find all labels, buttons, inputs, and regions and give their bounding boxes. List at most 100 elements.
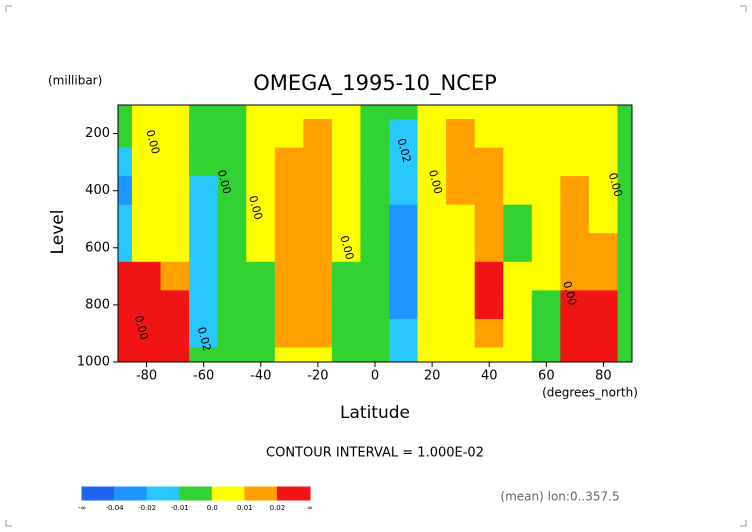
contour-cell: [117, 261, 133, 291]
x-tick-label: -60: [193, 369, 214, 384]
contour-cell: [217, 261, 247, 291]
contour-cell: [303, 147, 333, 177]
contour-cell: [560, 176, 590, 206]
contour-cell: [588, 347, 618, 363]
contour-cell: [446, 318, 476, 348]
contour-cell: [117, 147, 133, 177]
contour-field: [117, 104, 633, 363]
contour-cell: [217, 318, 247, 348]
contour-cell: [303, 233, 333, 263]
contour-cell: [446, 290, 476, 320]
contour-cell: [160, 318, 190, 348]
contour-cell: [274, 261, 304, 291]
contour-cell: [331, 233, 361, 263]
x-tick-label: 0: [371, 369, 379, 384]
contour-cell: [588, 119, 618, 149]
contour-cell: [331, 261, 361, 291]
contour-cell: [246, 204, 276, 234]
x-tick-label: -40: [250, 369, 271, 384]
y-unit: (millibar): [48, 74, 102, 88]
colorbar-box: [244, 486, 278, 501]
contour-cell: [274, 347, 304, 363]
contour-cell: [588, 147, 618, 177]
contour-cell: [389, 176, 419, 206]
corner-mark: [5, 5, 747, 527]
y-tick-label: 600: [85, 240, 110, 255]
y-axis-title: Level: [48, 210, 68, 255]
contour-cell: [531, 104, 561, 120]
y-tick-label: 200: [85, 126, 110, 141]
contour-cell: [160, 147, 190, 177]
contour-label: 0.00: [337, 234, 356, 261]
colorbar-label: 0.0: [207, 504, 218, 512]
contour-cell: [246, 119, 276, 149]
contour-cell: [360, 176, 390, 206]
colorbar-box: [211, 486, 246, 501]
x-tick-label: 20: [424, 369, 441, 384]
contour-cell: [417, 347, 447, 363]
colorbar-box: [276, 486, 311, 501]
contour-cell: [446, 261, 476, 291]
contour-cell: [617, 290, 633, 320]
y-tick-label: 400: [85, 183, 110, 198]
contour-cell: [560, 261, 590, 291]
colorbar-end-label: ∞: [307, 504, 313, 512]
contour-cell: [189, 204, 219, 234]
contour-cell: [217, 119, 247, 149]
contour-cell: [246, 233, 276, 263]
contour-cell: [331, 119, 361, 149]
colorbar-box: [114, 486, 148, 501]
contour-cell: [117, 290, 133, 320]
contour-cell: [303, 318, 333, 348]
contour-cell: [246, 318, 276, 348]
contour-cell: [303, 261, 333, 291]
contour-cell: [160, 261, 190, 291]
contour-cell: [389, 104, 419, 120]
contour-cell: [360, 104, 390, 120]
x-tick-label: -20: [307, 369, 328, 384]
contour-cell: [132, 204, 162, 234]
contour-cell: [217, 290, 247, 320]
contour-label: 0.02: [195, 326, 214, 353]
contour-cell: [246, 104, 276, 120]
x-tick-label: -80: [136, 369, 157, 384]
x-tick-label: 60: [538, 369, 555, 384]
contour-cell: [132, 347, 162, 363]
contour-label: 0.00: [132, 314, 151, 341]
contour-cell: [217, 233, 247, 263]
contour-cell: [117, 347, 133, 363]
colorbar-label: -0.01: [171, 504, 189, 512]
contour-cell: [617, 261, 633, 291]
contour-cell: [560, 347, 590, 363]
contour-cell: [417, 204, 447, 234]
contour-cell: [474, 119, 504, 149]
contour-cell: [189, 261, 219, 291]
contour-cell: [560, 233, 590, 263]
contour-cell: [531, 290, 561, 320]
contour-cell: [160, 104, 190, 120]
contour-cell: [531, 176, 561, 206]
contour-cell: [331, 290, 361, 320]
contour-cell: [560, 204, 590, 234]
contour-cell: [474, 176, 504, 206]
contour-cell: [160, 176, 190, 206]
chart-title: OMEGA_1995-10_NCEP: [253, 71, 497, 96]
contour-cell: [217, 347, 247, 363]
contour-cell: [217, 147, 247, 177]
contour-label: 0.00: [143, 128, 162, 155]
contour-cell: [360, 347, 390, 363]
contour-cell: [132, 104, 162, 120]
contour-cell: [531, 147, 561, 177]
contour-cell: [531, 204, 561, 234]
contour-cell: [117, 204, 133, 234]
contour-cell: [531, 347, 561, 363]
contour-cell: [446, 347, 476, 363]
contour-cell: [360, 119, 390, 149]
contour-cell: [274, 119, 304, 149]
contour-cell: [331, 347, 361, 363]
contour-cell: [503, 204, 533, 234]
contour-cell: [274, 233, 304, 263]
colorbar-label: -0.02: [138, 504, 156, 512]
contour-cell: [446, 147, 476, 177]
contour-cell: [531, 261, 561, 291]
